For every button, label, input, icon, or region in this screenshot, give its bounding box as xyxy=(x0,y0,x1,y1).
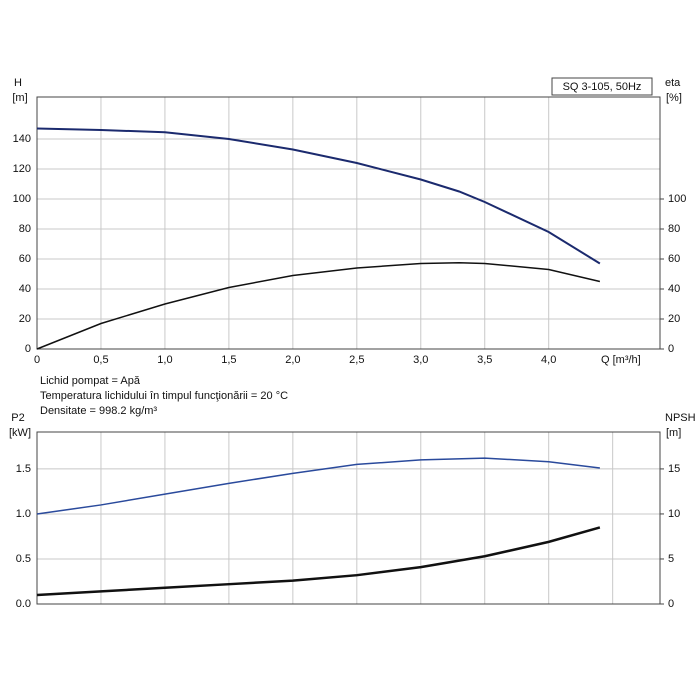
y-tick-label: 40 xyxy=(19,283,31,295)
title-box xyxy=(551,77,653,96)
y2-tick-label: 100 xyxy=(668,193,686,205)
y2-axis-label: eta xyxy=(665,77,681,89)
y-axis-label: H xyxy=(14,77,22,89)
annotation: Lichid pompat = Apă xyxy=(40,375,141,387)
y-tick-label: 80 xyxy=(19,223,31,235)
x-tick-label: 0 xyxy=(34,354,40,366)
x-tick-label: 1,0 xyxy=(157,354,172,366)
y-axis-unit: [m] xyxy=(12,92,27,104)
curve xyxy=(36,261,601,350)
y2-tick-label: 40 xyxy=(668,283,680,295)
x-tick-label: 4,0 xyxy=(541,354,556,366)
curve xyxy=(36,127,601,265)
chart-title: SQ 3-105, 50Hz xyxy=(563,81,642,93)
y2-tick-label: 15 xyxy=(668,463,680,475)
y2-tick-label: 20 xyxy=(668,313,680,325)
y2-tick-label: 60 xyxy=(668,253,680,265)
y-tick-label: 1.0 xyxy=(16,508,31,520)
y-axis-label: P2 xyxy=(11,412,24,424)
y2-axis-unit: [%] xyxy=(666,92,682,104)
y-tick-label: 0.5 xyxy=(16,553,31,565)
y-tick-label: 120 xyxy=(13,163,31,175)
y2-tick-label: 0 xyxy=(668,598,674,610)
y-tick-label: 0.0 xyxy=(16,598,31,610)
y-tick-label: 100 xyxy=(13,193,31,205)
curve xyxy=(36,526,601,597)
y2-tick-label: 80 xyxy=(668,223,680,235)
y-tick-label: 0 xyxy=(25,343,31,355)
y-tick-label: 1.5 xyxy=(16,463,31,475)
x-tick-label: 1,5 xyxy=(221,354,236,366)
x-axis-label: Q [m³/h] xyxy=(601,354,641,366)
x-tick-label: 2,5 xyxy=(349,354,364,366)
annotation: Densitate = 998.2 kg/m³ xyxy=(40,405,157,417)
x-tick-label: 0,5 xyxy=(93,354,108,366)
x-tick-label: 3,0 xyxy=(413,354,428,366)
plot-frame xyxy=(36,431,661,605)
y-axis-unit: [kW] xyxy=(9,427,31,439)
y2-tick-label: 10 xyxy=(668,508,680,520)
x-tick-label: 2,0 xyxy=(285,354,300,366)
y2-axis-unit: [m] xyxy=(666,427,681,439)
y2-axis-label: NPSH xyxy=(665,412,696,424)
y2-tick-label: 5 xyxy=(668,553,674,565)
x-tick-label: 3,5 xyxy=(477,354,492,366)
y2-tick-label: 0 xyxy=(668,343,674,355)
y-tick-label: 20 xyxy=(19,313,31,325)
y-tick-label: 140 xyxy=(13,133,31,145)
curve xyxy=(36,457,600,515)
plot-frame xyxy=(36,96,661,350)
annotation: Temperatura lichidului în timpul funcţio… xyxy=(40,390,288,402)
y-tick-label: 60 xyxy=(19,253,31,265)
